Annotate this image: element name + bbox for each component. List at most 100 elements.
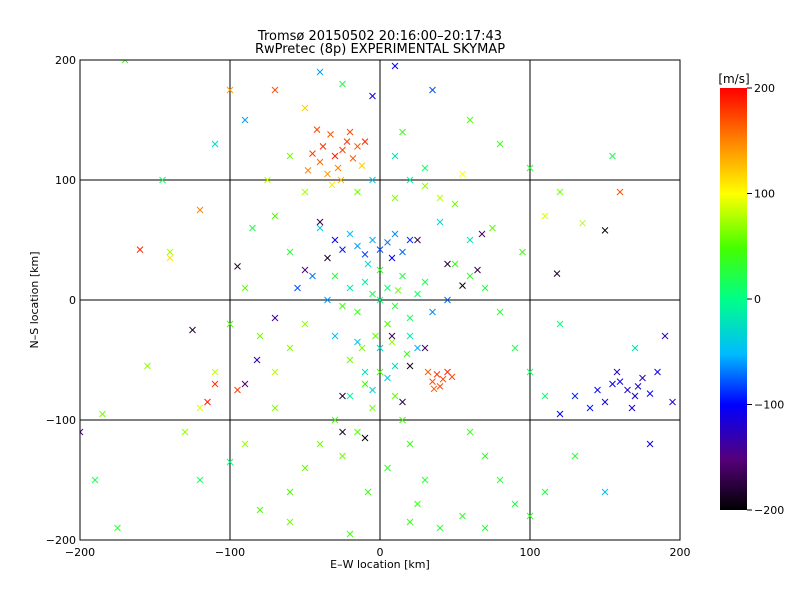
data-point: [616, 378, 624, 385]
data-point: [196, 404, 204, 412]
data-point: [394, 287, 402, 294]
data-point: [384, 284, 391, 292]
data-point: [166, 254, 174, 262]
data-point: [414, 500, 421, 508]
data-point: [358, 344, 366, 352]
data-point: [226, 86, 234, 94]
data-point: [271, 212, 279, 220]
data-point: [337, 176, 345, 184]
data-point: [601, 227, 609, 234]
data-point: [346, 530, 354, 538]
data-point: [334, 164, 342, 172]
data-point: [436, 218, 444, 226]
data-point: [372, 332, 379, 340]
data-point: [391, 230, 399, 238]
data-point: [313, 126, 321, 133]
x-axis-ticks: −200 −100 0 100 200: [65, 534, 691, 559]
data-point: [466, 116, 474, 124]
data-point: [421, 164, 429, 172]
data-point: [474, 266, 481, 274]
data-point: [421, 476, 429, 484]
data-point: [354, 308, 361, 316]
data-point: [328, 181, 336, 189]
data-point: [324, 296, 331, 304]
data-point: [399, 272, 406, 280]
data-point: [556, 410, 564, 418]
data-point: [286, 152, 294, 160]
data-point: [226, 458, 234, 466]
data-point: [241, 284, 249, 292]
data-point: [301, 188, 309, 196]
data-point: [436, 383, 444, 390]
data-point: [196, 476, 204, 484]
data-point: [519, 248, 526, 256]
data-point: [369, 92, 376, 100]
data-point: [316, 218, 324, 226]
data-point: [346, 284, 354, 292]
data-point: [264, 176, 271, 184]
data-point: [354, 242, 361, 250]
data-point: [424, 368, 432, 376]
data-point: [331, 236, 339, 244]
data-point: [553, 270, 561, 277]
data-point: [406, 176, 414, 184]
data-point: [369, 404, 376, 412]
data-point: [144, 362, 151, 370]
data-point: [316, 68, 324, 76]
colorbar-gradient: [720, 88, 747, 510]
data-point: [489, 224, 496, 232]
chart-title: Tromsø 20150502 20:16:00–20:17:43: [257, 29, 502, 44]
data-point: [271, 86, 279, 94]
data-point: [376, 344, 384, 352]
data-point: [541, 212, 549, 220]
data-point: [346, 128, 354, 136]
data-point: [631, 392, 639, 400]
data-point: [429, 86, 436, 94]
data-point: [430, 385, 438, 393]
y-tick-label: 0: [69, 294, 76, 307]
data-point: [634, 383, 642, 390]
data-point: [661, 332, 669, 340]
x-tick-label: −200: [65, 546, 95, 559]
data-point: [511, 344, 519, 352]
data-point: [361, 251, 369, 258]
data-point: [319, 143, 327, 150]
data-point: [324, 170, 331, 178]
data-point: [196, 206, 204, 214]
data-point: [594, 386, 601, 394]
data-point: [327, 131, 334, 138]
data-point: [91, 476, 99, 484]
data-point: [579, 219, 586, 227]
data-point: [444, 260, 451, 268]
plot-area: −200 −100 0 100 200 200 100 0 −100 −200: [46, 54, 691, 559]
data-point: [253, 356, 261, 364]
data-point: [343, 138, 351, 145]
data-point: [399, 128, 406, 136]
data-point: [406, 518, 414, 526]
data-point: [136, 246, 144, 253]
data-point: [316, 224, 324, 232]
data-point: [309, 272, 316, 280]
data-point: [354, 428, 361, 436]
data-point: [616, 188, 624, 196]
data-point: [316, 158, 324, 166]
data-point: [421, 344, 429, 352]
data-point: [376, 266, 384, 274]
data-point: [256, 506, 264, 514]
data-point: [361, 278, 369, 286]
data-point: [376, 296, 384, 304]
data-point: [339, 452, 346, 460]
data-point: [421, 278, 429, 286]
data-point: [391, 302, 399, 310]
data-point: [241, 440, 249, 448]
data-point: [301, 266, 309, 274]
data-point: [556, 320, 564, 328]
data-point: [439, 375, 447, 383]
data-point: [271, 314, 279, 322]
data-point: [541, 488, 549, 496]
data-point: [301, 320, 309, 328]
x-tick-label: 0: [377, 546, 384, 559]
data-point: [346, 392, 354, 400]
data-point: [376, 246, 384, 253]
data-point: [403, 350, 411, 358]
